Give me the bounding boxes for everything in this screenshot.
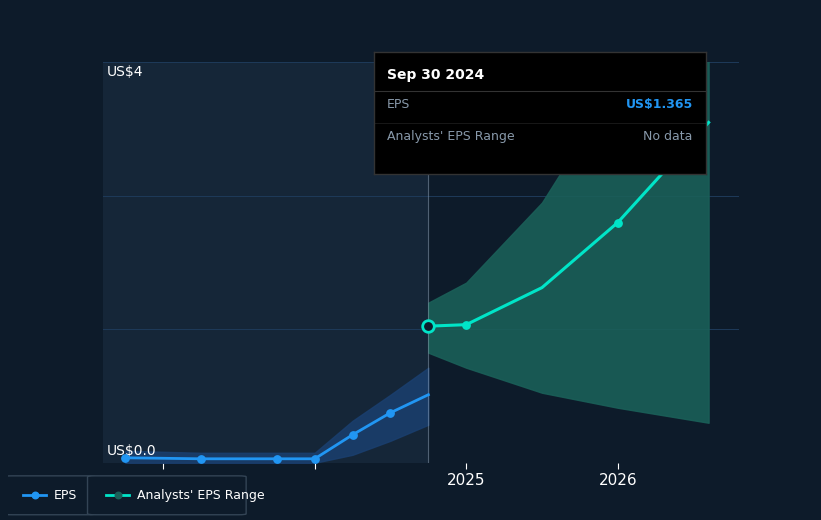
Point (111, 491, 124, 499)
Bar (103, 62, 429, 463)
Text: US$1.365: US$1.365 (626, 98, 693, 111)
Text: Analysts' EPS Range: Analysts' EPS Range (136, 489, 264, 502)
Point (28, 491, 41, 499)
Point (346, 431, 359, 439)
FancyBboxPatch shape (88, 476, 246, 515)
Text: US$4: US$4 (108, 66, 144, 80)
Text: US$0.0: US$0.0 (108, 444, 157, 458)
Point (119, 453, 132, 462)
Point (195, 454, 208, 463)
Text: EPS: EPS (387, 98, 410, 111)
Point (270, 454, 283, 463)
Point (611, 218, 624, 227)
Text: Sep 30 2024: Sep 30 2024 (387, 68, 484, 82)
FancyBboxPatch shape (4, 476, 95, 515)
Point (422, 322, 435, 330)
Text: Actual: Actual (378, 81, 422, 95)
Text: EPS: EPS (53, 489, 77, 502)
Point (308, 454, 321, 463)
Text: Analysts' EPS Range: Analysts' EPS Range (387, 130, 515, 143)
Point (460, 320, 473, 329)
Text: No data: No data (644, 130, 693, 143)
Text: Analysts Forecasts: Analysts Forecasts (440, 81, 570, 95)
Point (384, 409, 397, 417)
